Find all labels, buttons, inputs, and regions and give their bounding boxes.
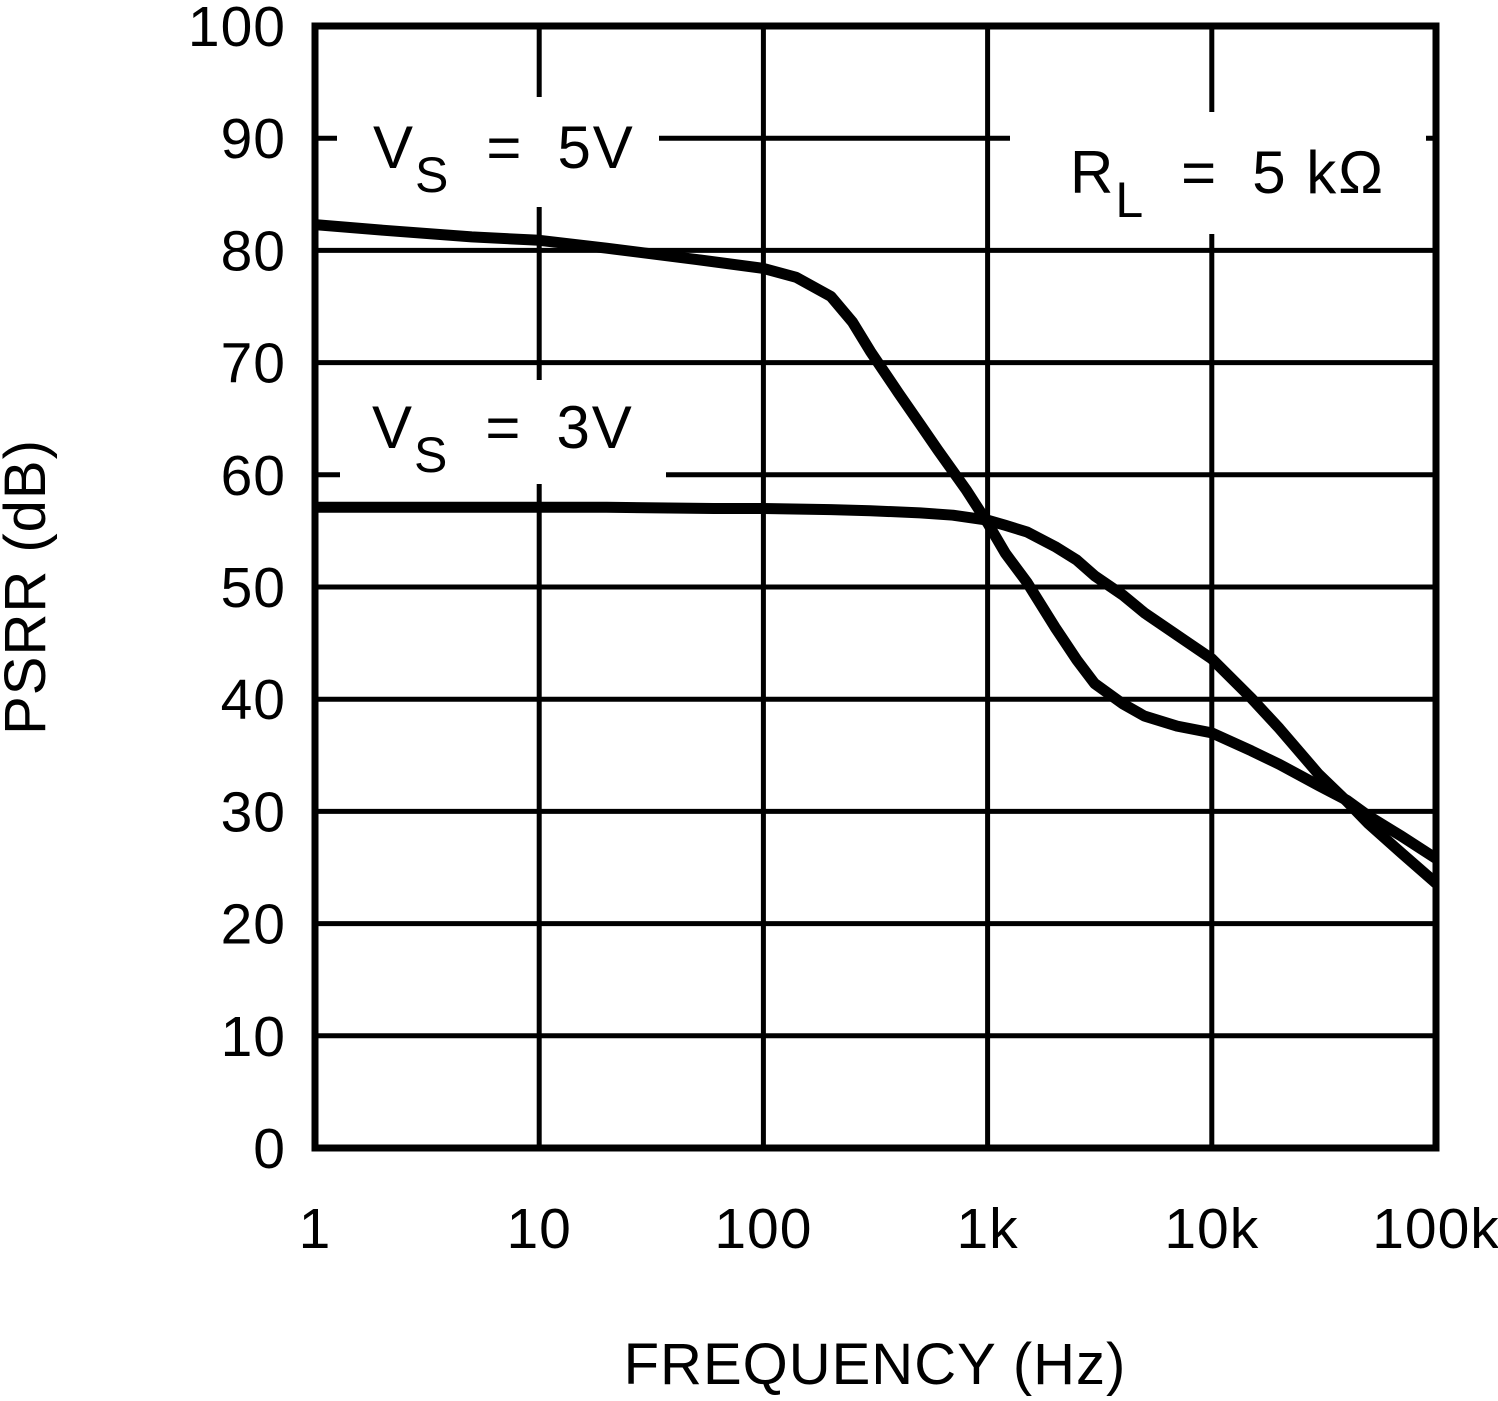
y-tick-label-30: 30 [221, 780, 286, 844]
y-tick-label-40: 40 [221, 668, 286, 732]
x-tick-label-1k: 1k [956, 1197, 1018, 1261]
rl-sub: L [1115, 172, 1145, 228]
curve-label-vs-3v: VS = 3V [372, 394, 634, 483]
vs5-eq: = [486, 114, 523, 181]
y-axis-tick-labels: 0 10 20 30 40 50 60 70 80 90 100 [188, 0, 286, 1181]
curve-label-vs-5v: VS = 5V [373, 114, 635, 203]
x-axis-title: FREQUENCY (Hz) [624, 1332, 1127, 1397]
x-tick-label-10: 10 [506, 1197, 571, 1261]
vs3-sub: S [414, 427, 449, 483]
label-bg-rl [1010, 112, 1426, 234]
rl-base: R [1070, 139, 1115, 206]
plot-frame [311, 22, 1440, 1152]
curves [314, 219, 1440, 888]
x-tick-label-100: 100 [714, 1197, 812, 1261]
x-tick-label-1: 1 [299, 1197, 332, 1261]
y-tick-label-100: 100 [188, 0, 286, 59]
y-tick-label-50: 50 [221, 556, 286, 620]
y-tick-label-10: 10 [221, 1005, 286, 1069]
y-tick-label-70: 70 [221, 332, 286, 396]
x-axis-tick-labels: 1 10 100 1k 10k 100k [299, 1197, 1498, 1261]
vs5-base: V [373, 114, 415, 181]
rl-value: 5 kΩ [1252, 139, 1385, 206]
condition-label-rl: RL = 5 kΩ [1070, 139, 1385, 228]
label-bg-vs3 [340, 380, 666, 484]
vs3-eq: = [485, 394, 522, 461]
x-tick-label-100k: 100k [1372, 1197, 1498, 1261]
rl-eq: = [1181, 139, 1218, 206]
y-tick-label-20: 20 [221, 893, 286, 957]
y-tick-label-0: 0 [253, 1117, 286, 1181]
y-axis-title: PSRR (dB) [0, 439, 58, 735]
label-bg-vs5 [337, 97, 659, 207]
vs5-sub: S [415, 147, 450, 203]
y-tick-label-60: 60 [221, 444, 286, 508]
vs5-value: 5V [557, 114, 634, 181]
curve-vs-5v [314, 219, 1439, 864]
vs3-base: V [372, 394, 414, 461]
y-tick-label-90: 90 [221, 107, 286, 171]
x-tick-label-10k: 10k [1164, 1197, 1259, 1261]
y-tick-label-80: 80 [221, 219, 286, 283]
label-backgrounds [337, 97, 1426, 484]
curve-vs-3v [315, 501, 1440, 888]
vs3-value: 3V [556, 394, 633, 461]
